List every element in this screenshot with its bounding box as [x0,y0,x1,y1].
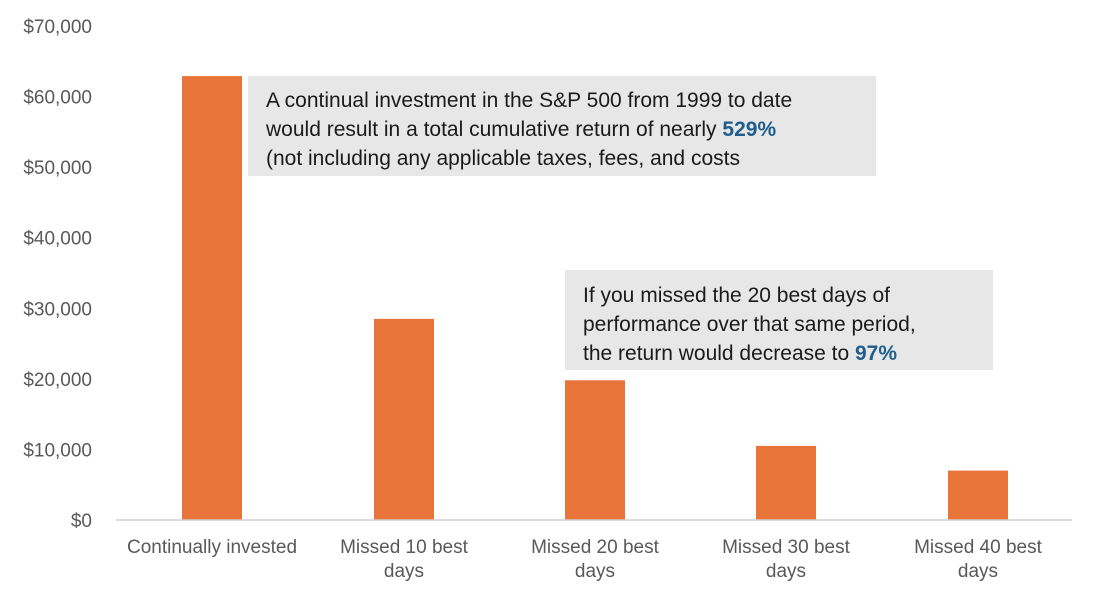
annotation-1-line-1: A continual investment in the S&P 500 fr… [266,89,793,112]
bar [182,76,242,520]
annotation-1-line-2: would result in a total cumulative retur… [266,115,876,144]
y-tick-label: $70,000 [23,17,92,38]
bar [948,470,1008,520]
annotation-2-line-3: the return would decrease to 97% [583,339,993,368]
y-axis: $0 $10,000 $20,000 $30,000 $40,000 $50,000 $60… [23,17,92,532]
x-tick-label: Missed 10 best days [340,537,469,582]
y-tick-label: $0 [71,511,92,532]
x-tick-label: Missed 40 best days [914,537,1043,582]
y-tick-label: $50,000 [23,158,92,179]
y-tick-label: $40,000 [23,229,92,250]
x-tick-label: Missed 30 best days [722,537,851,582]
bars [182,76,1008,520]
x-tick-label: Continually invested [127,537,297,558]
annotation-missed-20-days: If you missed the 20 best days of perfor… [565,270,993,370]
annotation-2-line-2: performance over that same period, [583,313,916,336]
bar [756,445,816,520]
y-tick-label: $10,000 [23,440,92,461]
annotation-1-line-3: (not including any applicable taxes, fee… [266,147,740,170]
annotation-2-line-1: If you missed the 20 best days of [583,284,891,307]
annotation-continual-investment: A continual investment in the S&P 500 fr… [248,76,876,176]
annotation-1-highlight: 529% [722,118,777,141]
bar [565,380,625,520]
annotation-2-line-3-text: the return would decrease to [583,342,855,365]
y-tick-label: $20,000 [23,370,92,391]
annotation-1-line-2-text: would result in a total cumulative retur… [266,118,723,141]
y-tick-label: $30,000 [23,299,92,320]
x-axis: Continually invested Missed 10 best days Mi… [127,537,1043,582]
bar [374,318,434,520]
annotation-2-highlight: 97% [855,342,898,365]
y-tick-label: $60,000 [23,88,92,109]
x-tick-label: Missed 20 best days [531,537,660,582]
